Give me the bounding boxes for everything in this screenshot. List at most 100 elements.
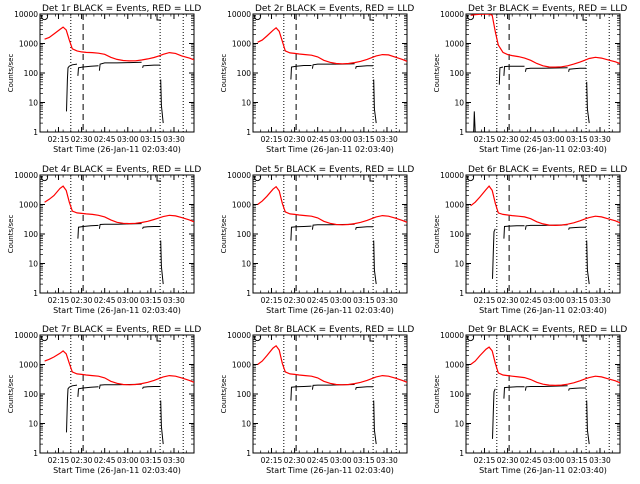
x-tick-label: 03:30 bbox=[589, 296, 611, 305]
x-tick-label: 02:15 bbox=[261, 135, 283, 144]
y-tick-label: 100 bbox=[24, 69, 39, 78]
x-tick-label: 02:30 bbox=[71, 456, 93, 465]
events-series-line bbox=[355, 226, 374, 230]
x-tick-label: 02:15 bbox=[261, 296, 283, 305]
x-tick-label: 03:15 bbox=[566, 456, 588, 465]
panel-8: Det 8r BLACK = Events, RED = LLD10000100… bbox=[220, 325, 414, 475]
events-series-line bbox=[498, 66, 504, 85]
y-tick-label: 1000 bbox=[232, 201, 251, 210]
lld-series-line bbox=[257, 185, 407, 226]
lld-series-line bbox=[470, 14, 620, 68]
panel-7: Det 7r BLACK = Events, RED = LLD10000100… bbox=[7, 325, 201, 475]
end-marker-icon bbox=[156, 14, 162, 21]
x-tick-label: 03:30 bbox=[589, 456, 611, 465]
events-series-line bbox=[66, 384, 78, 433]
y-tick-label: 10 bbox=[28, 260, 38, 269]
x-tick-label: 03:00 bbox=[330, 135, 352, 144]
plot-frame bbox=[252, 13, 408, 133]
events-series-line bbox=[568, 387, 587, 391]
events-series-line bbox=[142, 226, 161, 229]
y-tick-label: 1 bbox=[246, 289, 251, 298]
x-tick-label: 03:15 bbox=[566, 135, 588, 144]
events-series-line bbox=[586, 81, 590, 124]
x-tick-label: 03:00 bbox=[543, 296, 565, 305]
y-tick-label: 10000 bbox=[14, 171, 38, 180]
y-tick-label: 1000 bbox=[445, 201, 464, 210]
end-marker-icon bbox=[369, 14, 375, 21]
events-series-line bbox=[373, 400, 377, 445]
y-tick-label: 1000 bbox=[19, 201, 38, 210]
y-tick-label: 1000 bbox=[19, 40, 38, 49]
y-axis-label: Counts/sec bbox=[7, 215, 15, 254]
y-tick-label: 10 bbox=[28, 99, 38, 108]
events-series-line bbox=[160, 240, 164, 285]
y-tick-label: 10 bbox=[241, 420, 251, 429]
x-tick-label: 02:45 bbox=[307, 456, 329, 465]
x-tick-label: 03:00 bbox=[330, 456, 352, 465]
panel-title: Det 7r BLACK = Events, RED = LLD bbox=[42, 325, 201, 335]
plot-frame bbox=[465, 334, 621, 454]
y-tick-label: 1000 bbox=[232, 361, 251, 370]
y-tick-label: 10 bbox=[454, 420, 464, 429]
y-tick-label: 1 bbox=[459, 289, 464, 298]
events-series-line bbox=[373, 79, 377, 124]
lld-series-line bbox=[470, 346, 620, 387]
panel-title: Det 1r BLACK = Events, RED = LLD bbox=[42, 4, 201, 14]
events-series-line bbox=[142, 64, 161, 68]
end-marker-icon bbox=[582, 14, 588, 21]
panel-4: Det 4r BLACK = Events, RED = LLD 10000 100… bbox=[7, 165, 201, 315]
events-series-line bbox=[503, 386, 525, 399]
x-tick-label: 02:30 bbox=[284, 456, 306, 465]
y-axis-label: Counts/sec bbox=[433, 215, 441, 254]
y-tick-label: 10 bbox=[454, 99, 464, 108]
events-series-line bbox=[160, 79, 164, 124]
y-tick-label: 100 bbox=[450, 390, 465, 399]
y-tick-label: 1 bbox=[33, 289, 38, 298]
events-series-line bbox=[66, 63, 78, 112]
y-tick-label: 10000 bbox=[440, 10, 464, 19]
x-tick-label: 03:30 bbox=[376, 456, 398, 465]
y-axis-label: Counts/sec bbox=[433, 375, 441, 414]
x-tick-label: 02:15 bbox=[474, 296, 496, 305]
x-tick-label: 03:15 bbox=[353, 296, 375, 305]
y-tick-label: 1 bbox=[246, 128, 251, 137]
x-tick-label: 02:45 bbox=[520, 296, 542, 305]
x-tick-label: 02:45 bbox=[520, 135, 542, 144]
x-tick-label: 03:15 bbox=[140, 135, 162, 144]
end-marker-icon bbox=[156, 335, 162, 342]
x-tick-label: 02:45 bbox=[307, 135, 329, 144]
x-axis-label: Start Time (26-Jan-11 02:03:40) bbox=[53, 466, 181, 475]
x-tick-label: 02:30 bbox=[497, 296, 519, 305]
panel-title: Det 3r BLACK = Events, RED = LLD bbox=[468, 4, 627, 14]
x-tick-label: 02:30 bbox=[284, 135, 306, 144]
panel-title: Det 6r BLACK = Events, RED = LLD bbox=[468, 165, 627, 175]
x-axis-label: Start Time (26-Jan-11 02:03:40) bbox=[266, 466, 394, 475]
x-tick-label: 03:30 bbox=[163, 456, 185, 465]
x-tick-label: 03:00 bbox=[543, 135, 565, 144]
x-axis-label: Start Time (26-Jan-11 02:03:40) bbox=[479, 466, 607, 475]
y-axis-label: Counts/sec bbox=[220, 215, 228, 254]
lld-series-line bbox=[470, 185, 620, 227]
panel-1: Det 1r BLACK = Events, RED = LLD10000100… bbox=[7, 4, 201, 154]
y-tick-label: 1000 bbox=[445, 40, 464, 49]
events-series-line bbox=[290, 65, 312, 80]
events-series-line bbox=[503, 65, 525, 76]
x-tick-label: 02:15 bbox=[48, 456, 70, 465]
y-axis-label: Counts/sec bbox=[433, 54, 441, 93]
y-tick-label: 1 bbox=[459, 449, 464, 458]
x-axis-label: Start Time (26-Jan-11 02:03:40) bbox=[53, 306, 181, 315]
y-tick-label: 1000 bbox=[232, 40, 251, 49]
x-tick-label: 02:15 bbox=[48, 135, 70, 144]
x-tick-label: 03:00 bbox=[117, 135, 139, 144]
x-tick-label: 03:15 bbox=[140, 456, 162, 465]
events-series-line bbox=[355, 65, 374, 69]
events-series-line bbox=[473, 111, 476, 132]
y-tick-label: 100 bbox=[24, 230, 39, 239]
y-axis-label: Counts/sec bbox=[7, 54, 15, 93]
lld-series-line bbox=[44, 26, 194, 62]
y-tick-label: 10 bbox=[454, 260, 464, 269]
events-series-line bbox=[290, 385, 312, 401]
panel-title: Det 4r BLACK = Events, RED = LLD bbox=[42, 165, 201, 175]
plot-frame bbox=[252, 174, 408, 294]
events-series-line bbox=[290, 225, 312, 241]
